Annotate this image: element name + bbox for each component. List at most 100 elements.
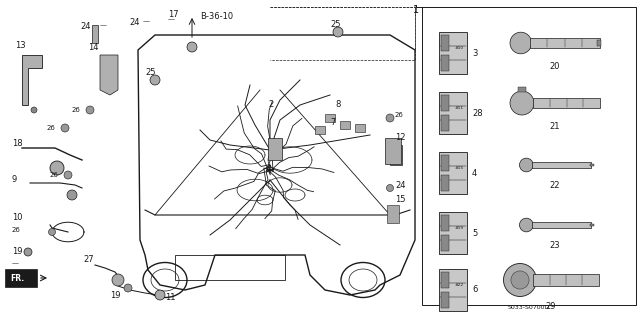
Bar: [439, 212, 467, 254]
Text: 13: 13: [15, 41, 26, 50]
Circle shape: [24, 248, 32, 256]
Bar: [175, 255, 285, 280]
Bar: [390, 145, 402, 165]
Text: FR.: FR.: [10, 274, 24, 283]
Bar: [422, 7, 636, 305]
Text: 1: 1: [413, 5, 419, 15]
Text: 19: 19: [110, 291, 120, 300]
Bar: [340, 121, 350, 129]
Text: 26: 26: [12, 227, 21, 233]
Circle shape: [31, 107, 37, 113]
Text: 24: 24: [395, 181, 406, 189]
Text: —: —: [168, 16, 175, 22]
Text: B-36-10: B-36-10: [200, 12, 233, 21]
Text: 18: 18: [12, 138, 22, 147]
Circle shape: [124, 284, 132, 292]
Circle shape: [64, 171, 72, 179]
Text: 8: 8: [335, 100, 340, 109]
Text: 23: 23: [550, 241, 560, 250]
Bar: [532, 222, 591, 228]
Circle shape: [150, 75, 160, 85]
Text: 7: 7: [330, 118, 335, 127]
Text: 28: 28: [472, 108, 483, 117]
Bar: [441, 55, 449, 71]
Bar: [439, 269, 467, 311]
Text: 26: 26: [47, 125, 56, 131]
Circle shape: [86, 106, 94, 114]
Bar: [441, 155, 449, 171]
Text: #11: #11: [454, 106, 464, 110]
Bar: [315, 126, 325, 134]
Text: 26: 26: [50, 172, 59, 178]
Text: 15: 15: [395, 196, 406, 204]
Bar: [439, 152, 467, 194]
Circle shape: [50, 161, 64, 175]
Circle shape: [155, 290, 165, 300]
Bar: [441, 175, 449, 191]
Polygon shape: [22, 55, 42, 105]
Circle shape: [61, 124, 69, 132]
Text: 9: 9: [12, 175, 17, 184]
Bar: [589, 164, 593, 167]
Bar: [5, 269, 37, 287]
Text: 11: 11: [165, 293, 175, 302]
Polygon shape: [100, 55, 118, 95]
Text: 2: 2: [268, 100, 273, 109]
Text: #10: #10: [454, 46, 464, 50]
Bar: [441, 272, 449, 288]
Circle shape: [187, 42, 197, 52]
Text: 4: 4: [472, 168, 477, 177]
Text: 24: 24: [80, 22, 90, 31]
Text: 3: 3: [472, 48, 477, 57]
Text: 20: 20: [550, 62, 560, 71]
Circle shape: [520, 218, 533, 232]
Circle shape: [511, 271, 529, 289]
Bar: [441, 215, 449, 231]
Text: 26: 26: [72, 107, 81, 113]
Circle shape: [504, 263, 536, 296]
Text: —: —: [12, 260, 19, 266]
Bar: [441, 235, 449, 251]
Text: 14: 14: [88, 43, 99, 52]
Bar: [533, 98, 600, 108]
Bar: [441, 95, 449, 111]
Bar: [589, 224, 593, 226]
Text: 25: 25: [330, 20, 340, 29]
Text: 27: 27: [83, 256, 93, 264]
Text: #15: #15: [454, 166, 464, 170]
Circle shape: [112, 274, 124, 286]
Circle shape: [510, 91, 534, 115]
Circle shape: [386, 114, 394, 122]
Bar: [441, 35, 449, 51]
Bar: [355, 124, 365, 132]
Text: 25: 25: [145, 68, 156, 77]
Text: 17: 17: [168, 10, 179, 19]
Text: 24: 24: [129, 18, 140, 27]
Bar: [529, 38, 600, 48]
Text: 12: 12: [395, 133, 406, 143]
Text: 19: 19: [12, 248, 22, 256]
Circle shape: [333, 27, 343, 37]
Bar: [92, 25, 98, 43]
Bar: [597, 40, 601, 46]
Text: 6: 6: [472, 286, 477, 294]
Bar: [385, 138, 401, 164]
Text: #19: #19: [454, 226, 464, 230]
Bar: [532, 162, 591, 168]
Text: 22: 22: [550, 181, 560, 190]
Bar: [268, 138, 282, 160]
Circle shape: [67, 190, 77, 200]
Text: 29: 29: [546, 302, 556, 311]
Bar: [441, 292, 449, 308]
Bar: [325, 114, 335, 122]
Bar: [518, 87, 525, 92]
Bar: [533, 274, 598, 286]
Circle shape: [510, 32, 532, 54]
Text: 10: 10: [12, 213, 22, 222]
Circle shape: [520, 158, 533, 172]
Text: S033-S0700D: S033-S0700D: [508, 305, 550, 310]
Text: 21: 21: [550, 122, 560, 131]
Text: #22: #22: [454, 283, 464, 287]
Circle shape: [387, 184, 394, 191]
Text: —: —: [100, 22, 107, 28]
